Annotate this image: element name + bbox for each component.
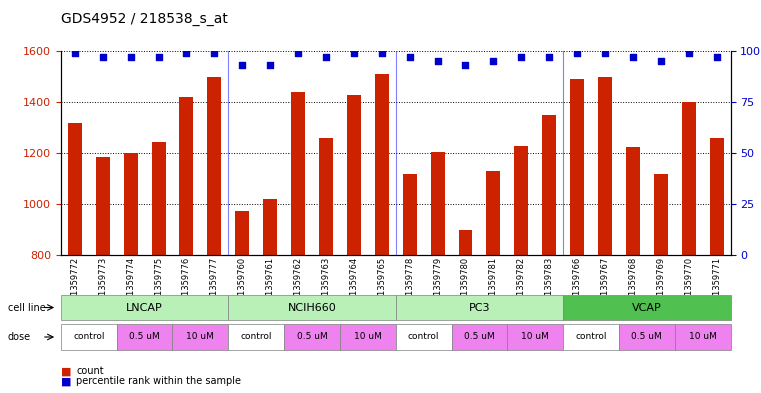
Text: dose: dose <box>8 332 30 342</box>
Point <box>236 62 248 68</box>
Bar <box>709 138 724 255</box>
Bar <box>514 145 528 255</box>
Point <box>125 54 137 61</box>
Bar <box>291 92 305 255</box>
Text: 10 uM: 10 uM <box>186 332 215 342</box>
Point <box>320 54 332 61</box>
Bar <box>263 199 277 255</box>
Text: 10 uM: 10 uM <box>354 332 382 342</box>
Point <box>68 50 81 56</box>
Point <box>654 58 667 64</box>
Text: 0.5 uM: 0.5 uM <box>632 332 662 342</box>
Text: control: control <box>408 332 439 342</box>
Point <box>292 50 304 56</box>
Bar <box>68 123 82 255</box>
Point <box>599 50 611 56</box>
Point <box>209 50 221 56</box>
Point <box>97 54 109 61</box>
Point <box>403 54 416 61</box>
Bar <box>486 171 500 255</box>
Text: cell line: cell line <box>8 303 46 312</box>
Bar <box>431 152 444 255</box>
Text: 0.5 uM: 0.5 uM <box>129 332 160 342</box>
Text: ■: ■ <box>61 366 72 376</box>
Bar <box>96 157 110 255</box>
Point <box>348 50 360 56</box>
Text: ■: ■ <box>61 376 72 386</box>
Text: control: control <box>240 332 272 342</box>
Text: percentile rank within the sample: percentile rank within the sample <box>76 376 241 386</box>
Point <box>180 50 193 56</box>
Bar <box>682 102 696 255</box>
Text: control: control <box>575 332 607 342</box>
Point <box>571 50 583 56</box>
Point <box>152 54 164 61</box>
Bar <box>235 211 249 255</box>
Text: count: count <box>76 366 103 376</box>
Bar <box>319 138 333 255</box>
Text: GDS4952 / 218538_s_at: GDS4952 / 218538_s_at <box>61 12 228 26</box>
Point <box>460 62 472 68</box>
Point <box>683 50 695 56</box>
Text: LNCAP: LNCAP <box>126 303 163 312</box>
Point <box>711 54 723 61</box>
Bar <box>347 94 361 255</box>
Point <box>264 62 276 68</box>
Bar <box>542 115 556 255</box>
Bar <box>207 77 221 255</box>
Bar <box>151 142 165 255</box>
Text: 0.5 uM: 0.5 uM <box>464 332 495 342</box>
Bar <box>374 74 389 255</box>
Bar <box>180 97 193 255</box>
Point <box>627 54 639 61</box>
Bar <box>598 77 612 255</box>
Point <box>515 54 527 61</box>
Bar <box>403 174 416 255</box>
Text: NCIH660: NCIH660 <box>288 303 336 312</box>
Bar <box>570 79 584 255</box>
Point <box>487 58 499 64</box>
Text: control: control <box>73 332 104 342</box>
Text: 10 uM: 10 uM <box>689 332 717 342</box>
Text: 0.5 uM: 0.5 uM <box>297 332 327 342</box>
Point <box>376 50 388 56</box>
Bar <box>654 174 668 255</box>
Text: 10 uM: 10 uM <box>521 332 549 342</box>
Text: VCAP: VCAP <box>632 303 662 312</box>
Point <box>431 58 444 64</box>
Point <box>543 54 556 61</box>
Bar <box>458 230 473 255</box>
Bar <box>626 147 640 255</box>
Text: PC3: PC3 <box>469 303 490 312</box>
Bar <box>123 153 138 255</box>
